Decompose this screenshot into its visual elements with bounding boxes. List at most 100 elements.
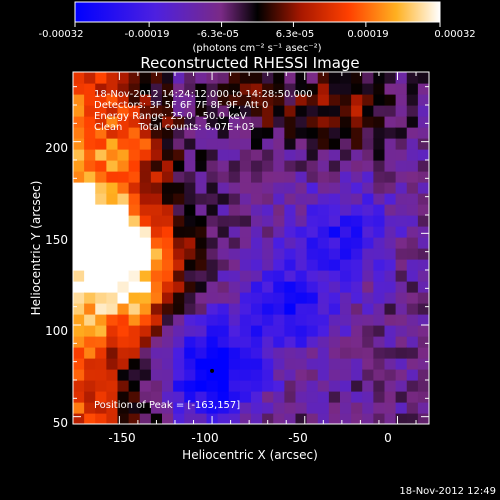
heatmap-cell [362,259,374,271]
heatmap-cell [106,149,119,161]
heatmap-cell [173,358,185,370]
heatmap-cell [228,402,241,414]
heatmap-cell [217,204,230,216]
heatmap-cell [306,160,319,172]
info-line: Clean Total counts: 6.07E+03 [94,122,254,133]
heatmap-cell [162,193,174,205]
heatmap-cell [373,193,386,205]
heatmap-cell [206,336,219,348]
heatmap-cell [228,193,241,205]
heatmap-cell [195,391,208,403]
heatmap-cell [73,358,85,370]
heatmap-cell [251,281,263,293]
heatmap-cell [128,160,141,172]
heatmap-cell [328,369,341,381]
heatmap-cell [150,336,163,348]
heatmap-cell [406,138,419,150]
heatmap-cell [228,380,241,392]
heatmap-cell [295,413,308,424]
heatmap-cell [84,72,96,84]
heatmap-cell [128,204,141,216]
heatmap-cell [128,226,141,238]
heatmap-cell [128,292,141,304]
heatmap-cell [417,413,429,424]
heatmap-cell [173,292,185,304]
heatmap-cell [106,94,119,106]
heatmap-cell [328,237,341,249]
heatmap-cell [195,160,208,172]
heatmap-cell [384,413,397,424]
heatmap-cell [162,413,174,424]
heatmap-cell [351,182,363,194]
heatmap-cell [262,127,274,139]
heatmap-cell [351,226,363,238]
heatmap-cell [306,94,319,106]
heatmap-cell [150,281,163,293]
heatmap-cell [251,292,263,304]
heatmap-cell [139,281,152,293]
heatmap-cell [73,303,85,315]
heatmap-cell [117,215,130,227]
heatmap-cell [384,160,397,172]
heatmap-cell [173,204,185,216]
heatmap-cell [117,160,130,172]
heatmap-cell [217,303,230,315]
heatmap-cell [73,336,85,348]
heatmap-cell [239,413,252,424]
heatmap-cell [195,270,208,282]
heatmap-cell [340,270,352,282]
heatmap-cell [184,182,196,194]
heatmap-cell [73,204,85,216]
heatmap-cell [84,127,96,139]
heatmap-cell [295,369,308,381]
heatmap-cell [117,270,130,282]
heatmap-cell [206,358,219,370]
heatmap-cell [139,325,152,337]
heatmap-cell [340,160,352,172]
heatmap-cell [340,413,352,424]
heatmap-cell [206,248,219,260]
heatmap-cell [228,248,241,260]
heatmap-cell [351,72,363,84]
heatmap-cell [251,105,263,117]
heatmap-cell [106,237,119,249]
heatmap-cell [395,182,408,194]
heatmap-cell [417,160,429,172]
heatmap-cell [251,215,263,227]
heatmap-cell [84,347,96,359]
heatmap-cell [417,358,429,370]
heatmap-cell [117,105,130,117]
heatmap-cell [262,105,274,117]
heatmap-cell [262,303,274,315]
heatmap-cell [217,72,230,84]
heatmap-cell [217,314,230,326]
heatmap-cell [284,358,297,370]
heatmap-cell [395,259,408,271]
heatmap-cell [417,325,429,337]
heatmap-cell [217,292,230,304]
heatmap-cell [417,138,429,150]
heatmap-cell [273,204,285,216]
heatmap-cell [273,248,285,260]
heatmap-cell [340,182,352,194]
heatmap-cell [317,149,330,161]
heatmap-cell [195,127,208,139]
heatmap-cell [417,83,429,95]
heatmap [73,72,429,424]
dark-spot-marker [210,368,215,373]
heatmap-cell [117,325,130,337]
heatmap-cell [317,105,330,117]
heatmap-cell [228,413,241,424]
heatmap-cell [351,83,363,95]
heatmap-cell [106,336,119,348]
heatmap-cell [73,292,85,304]
heatmap-cell [184,237,196,249]
heatmap-cell [84,358,96,370]
heatmap-cell [95,116,107,128]
heatmap-cell [184,314,196,326]
heatmap-cell [317,138,330,150]
heatmap-cell [317,358,330,370]
heatmap-cell [395,303,408,315]
heatmap-cell [351,94,363,106]
heatmap-cell [273,369,285,381]
